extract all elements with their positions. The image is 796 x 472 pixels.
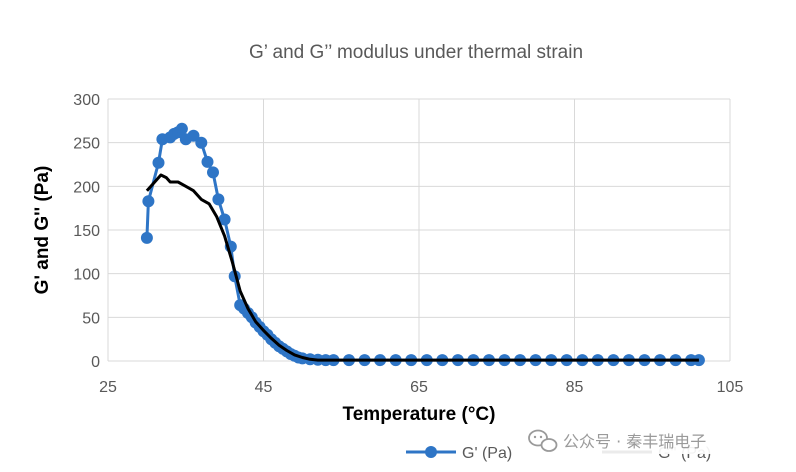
series-line-g-double-prime — [145, 173, 699, 362]
watermark-text: 公众号 · 秦丰瑞电子 — [563, 432, 706, 451]
data-point-g-prime — [175, 122, 188, 135]
data-point-g-prime — [195, 136, 208, 149]
data-point-g-prime — [187, 129, 200, 142]
x-tick-label: 65 — [410, 379, 428, 396]
x-tick-label: 45 — [255, 379, 273, 396]
data-point-g-prime — [218, 213, 231, 226]
watermark: 公众号 · 秦丰瑞电子 — [522, 428, 776, 454]
gridlines — [107, 98, 731, 362]
y-tick-label: 150 — [73, 223, 100, 240]
y-tick-label: 50 — [82, 310, 100, 327]
y-axis-label: G' and G'' (Pa) — [32, 166, 53, 295]
data-point-g-prime — [207, 166, 219, 179]
x-tick-label: 25 — [99, 379, 117, 396]
wechat-icon — [528, 429, 558, 452]
y-tick-label: 0 — [91, 354, 100, 371]
y-tick-label: 250 — [73, 136, 100, 153]
x-tick-label: 85 — [566, 379, 584, 396]
data-point-g-prime — [201, 155, 214, 168]
x-tick-label: 105 — [717, 379, 744, 396]
x-axis-label: Temperature (°C) — [343, 404, 496, 425]
legend-label-g-prime: G' (Pa) — [462, 445, 512, 462]
data-point-g-prime — [140, 231, 153, 244]
chart-title: G’ and G’’ modulus under thermal strain — [249, 42, 583, 63]
tick-labels: 0 50 100 150 200 250 300 25 45 65 85 105 — [73, 92, 743, 396]
legend-marker-g-prime — [425, 446, 437, 458]
data-point-g-prime — [152, 156, 165, 169]
y-tick-label: 100 — [73, 267, 100, 284]
y-tick-label: 300 — [73, 92, 100, 109]
data-point-g-prime — [142, 195, 155, 208]
plot-area — [140, 122, 705, 367]
y-tick-label: 200 — [73, 179, 100, 196]
data-point-g-prime — [212, 193, 225, 206]
